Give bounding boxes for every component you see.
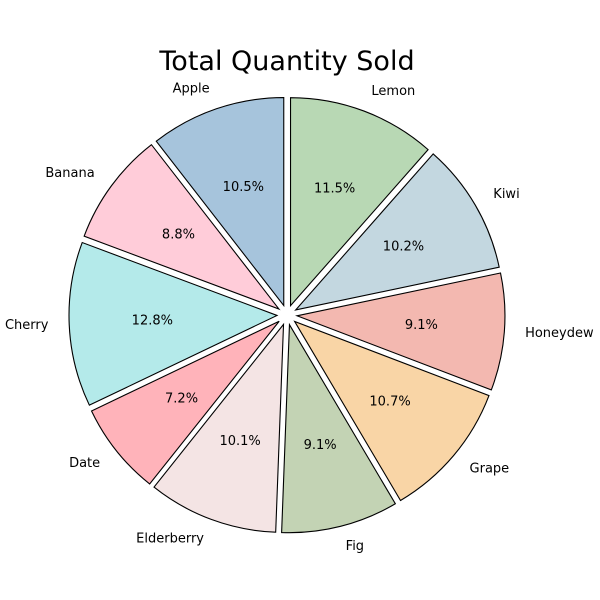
slice-label-lemon: Lemon — [371, 84, 415, 99]
slice-label-cherry: Cherry — [5, 318, 49, 333]
slices-layer — [68, 96, 506, 534]
pie-slice-honeydew — [295, 272, 506, 391]
slice-value-apple: 10.5% — [223, 180, 264, 195]
pie-slice-date — [90, 320, 280, 485]
slice-value-honeydew: 9.1% — [405, 318, 438, 333]
pie-slice-grape — [293, 320, 490, 502]
slice-value-fig: 9.1% — [304, 438, 337, 453]
slice-value-kiwi: 10.2% — [383, 240, 424, 255]
pie-slice-apple — [155, 96, 285, 308]
slice-label-banana: Banana — [45, 166, 94, 181]
chart-title: Total Quantity Sold — [158, 46, 414, 77]
labels-layer: Apple 10.5% Banana 8.8% Cherry 12.8% Date 7.2% E… — [5, 82, 594, 554]
slice-value-elderberry: 10.1% — [219, 434, 260, 449]
slice-value-lemon: 11.5% — [314, 181, 355, 196]
slice-label-fig: Fig — [346, 539, 364, 554]
pie-slice-cherry — [68, 241, 279, 406]
slice-label-kiwi: Kiwi — [493, 187, 519, 202]
pie-slice-lemon — [289, 97, 429, 308]
slice-value-cherry: 12.8% — [132, 313, 173, 328]
slice-label-grape: Grape — [470, 461, 510, 476]
slice-label-honeydew: Honeydew — [525, 326, 594, 341]
pie-slice-fig — [281, 322, 397, 534]
slice-value-grape: 10.7% — [369, 394, 410, 409]
pie-slice-banana — [83, 143, 281, 311]
pie-slice-kiwi — [294, 153, 500, 311]
slice-label-apple: Apple — [173, 82, 210, 97]
slice-label-date: Date — [69, 456, 100, 471]
pie-slice-elderberry — [153, 322, 285, 533]
slice-value-banana: 8.8% — [162, 228, 195, 243]
slice-value-date: 7.2% — [165, 391, 198, 406]
slice-label-elderberry: Elderberry — [136, 531, 204, 546]
